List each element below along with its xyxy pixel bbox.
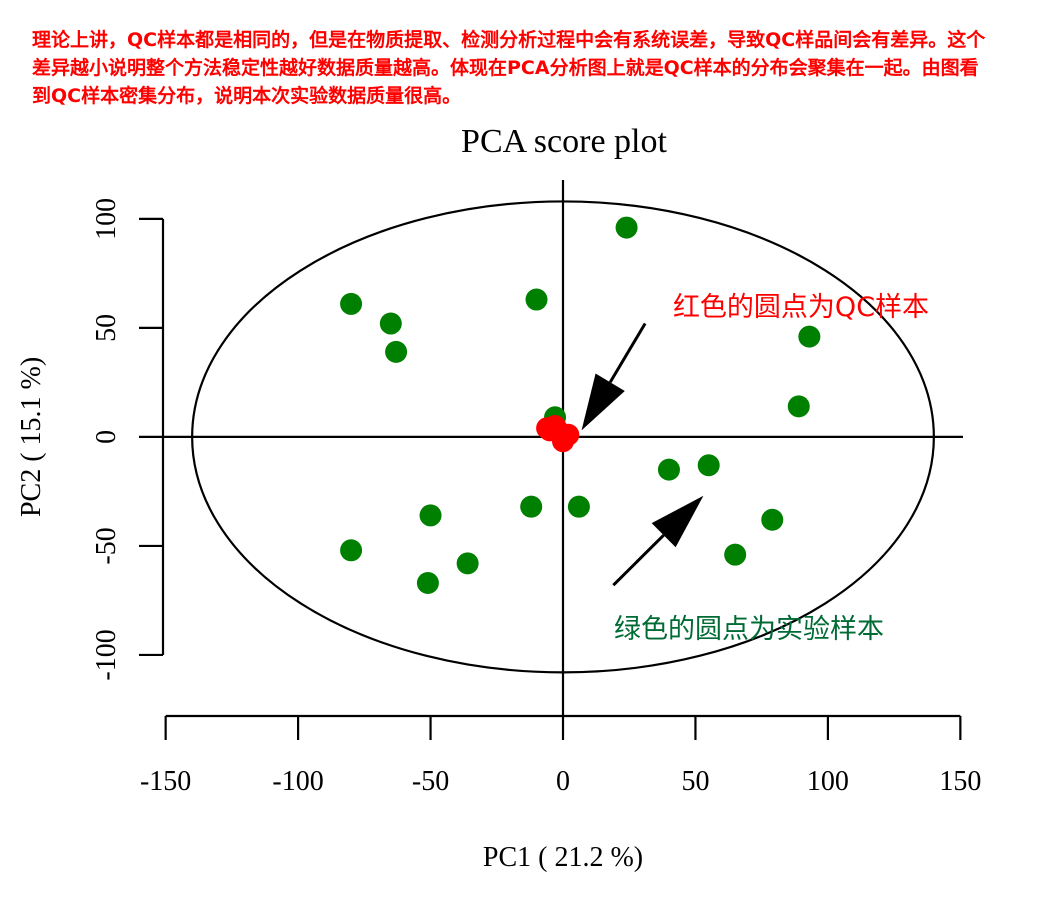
sample-point: [787, 395, 810, 418]
x-tick-label: 150: [939, 766, 981, 797]
sample-point: [340, 292, 363, 315]
sample-point: [567, 495, 590, 518]
sample-point: [379, 312, 402, 335]
sample-point: [456, 552, 479, 575]
y-tick-label: 50: [91, 314, 122, 342]
intro-note: 理论上讲，QC样本都是相同的，但是在物质提取、检测分析过程中会有系统误差，导致Q…: [32, 29, 986, 107]
sample-point: [724, 543, 747, 566]
annotation-label: 绿色的圆点为实验样本: [614, 614, 884, 645]
confidence-ellipse-layer: [191, 200, 935, 674]
x-tick-label: 50: [681, 766, 709, 797]
sample-point: [340, 539, 363, 562]
x-tick-label: 0: [556, 766, 570, 797]
x-tick-label: -100: [272, 766, 323, 797]
sample-point: [798, 325, 821, 348]
y-axis-label: PC2 ( 15.1 %): [16, 357, 47, 517]
points-layer: [340, 216, 821, 594]
annotation-arrowhead: [651, 495, 704, 548]
qc-point: [552, 430, 574, 453]
x-tick-label: -50: [412, 766, 449, 797]
y-tick-label: -100: [91, 629, 122, 680]
chart-title: PCA score plot: [461, 123, 667, 160]
sample-point: [419, 504, 442, 527]
y-tick-label: 0: [91, 430, 122, 444]
y-tick-label: -50: [91, 527, 122, 564]
annotation-label: 红色的圆点为QC样本: [673, 292, 929, 323]
y-tick-label: 100: [91, 198, 122, 240]
sample-point: [385, 340, 408, 363]
sample-point: [525, 288, 548, 311]
x-axis-label: PC1 ( 21.2 %): [483, 842, 643, 873]
qc-point: [536, 417, 559, 440]
sample-point: [761, 508, 784, 531]
sample-point: [520, 495, 543, 518]
annotation-arrow-line: [608, 322, 647, 384]
annotation-arrowhead: [581, 373, 625, 431]
sample-point: [416, 571, 439, 594]
x-tick-label: -150: [140, 766, 191, 797]
sample-point: [697, 454, 720, 477]
axes: -150 -100 -50 0 50 100 150 -100 -50 0 50 100: [91, 180, 981, 797]
sample-point: [657, 458, 680, 481]
sample-point: [615, 216, 638, 239]
x-tick-label: 100: [807, 766, 849, 797]
confidence-ellipse: [191, 200, 935, 674]
annotation-arrow-line: [612, 534, 665, 587]
